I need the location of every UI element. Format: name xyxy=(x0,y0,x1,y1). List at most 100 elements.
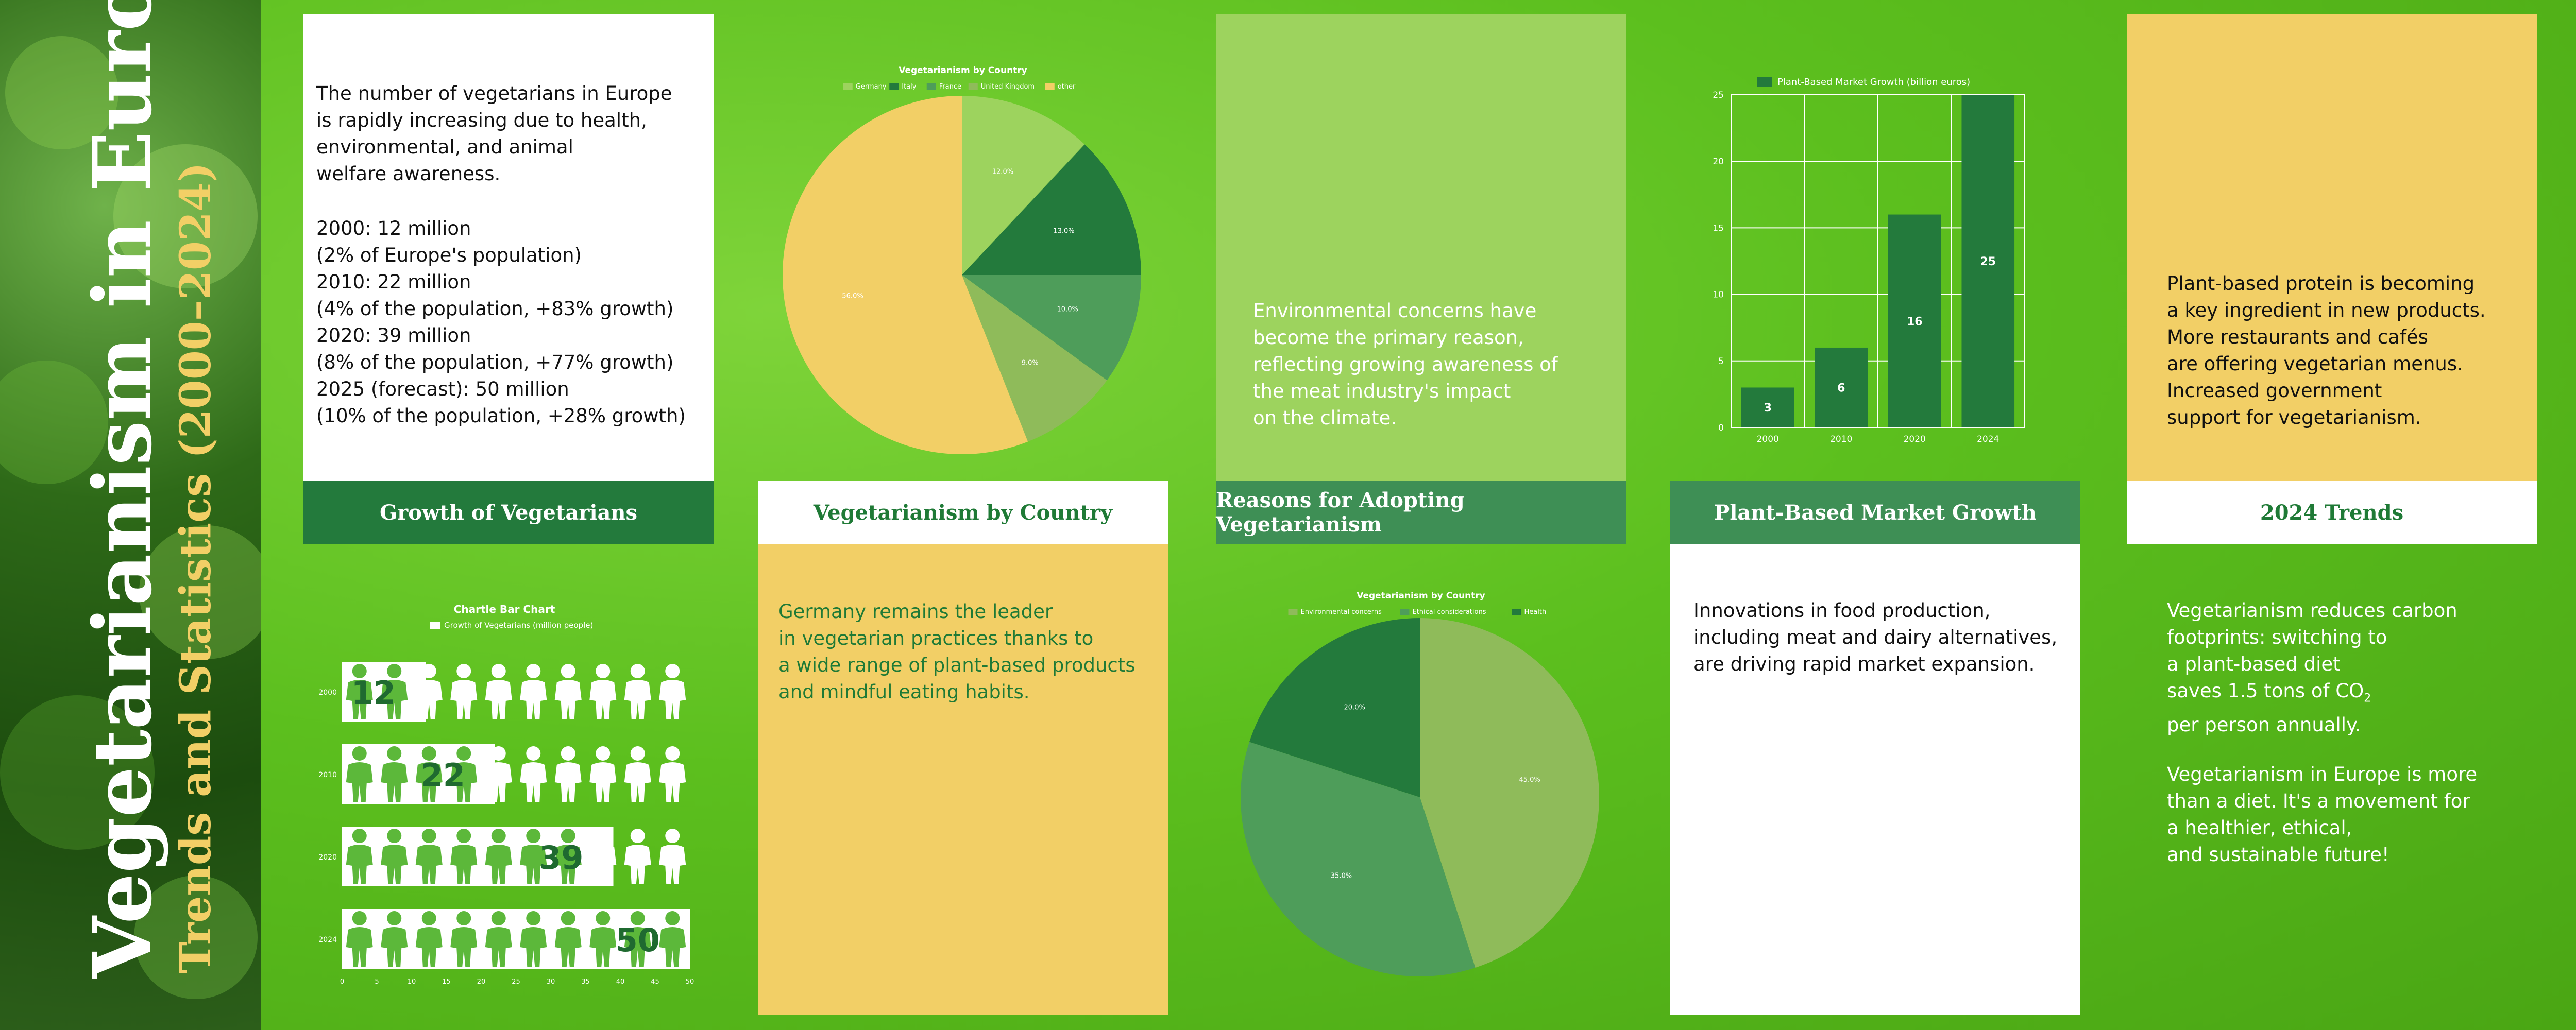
x-tick-label: 0 xyxy=(340,978,344,986)
x-tick-label: 50 xyxy=(686,978,694,986)
reasons-text-panel: Environmental concerns have become the p… xyxy=(1216,14,1626,481)
legend-swatch xyxy=(926,83,936,90)
person-icon xyxy=(589,829,617,884)
person-icon xyxy=(659,911,686,967)
market-bar-chart: Plant-Based Market Growth (billion euros… xyxy=(1713,77,2025,444)
person-icon xyxy=(520,911,547,967)
forest-photo-strip xyxy=(0,0,261,1030)
person-icon xyxy=(346,664,373,719)
person-icon xyxy=(485,829,512,884)
person-icon xyxy=(624,829,651,884)
carbon-subscript: 2 xyxy=(2364,692,2371,705)
legend-swatch xyxy=(1512,609,1521,615)
x-tick-label: 15 xyxy=(442,978,451,986)
pictograph-chart: Chartle Bar Chart Growth of Vegetarians (… xyxy=(318,603,694,986)
bar-value-label: 25 xyxy=(1980,255,1996,268)
pie-slice xyxy=(962,275,1141,381)
person-icon xyxy=(554,911,582,967)
reasons-pie-chart: Vegetarianism by Country Environmental co… xyxy=(1241,591,1599,976)
person-icon xyxy=(554,829,582,884)
bar-value-label: 16 xyxy=(1907,315,1923,328)
x-tick-label: 40 xyxy=(616,978,625,986)
page-title: Vegetarianism in Europe xyxy=(75,0,170,978)
person-icon xyxy=(415,746,443,802)
slice-label: 56.0% xyxy=(842,292,863,300)
legend-label: Germany xyxy=(856,83,887,91)
person-icon xyxy=(520,746,547,802)
pie-title: Vegetarianism by Country xyxy=(899,65,1027,76)
legend-swatch xyxy=(1045,83,1055,90)
reasons-text: Environmental concerns have become the p… xyxy=(1253,300,1558,429)
y-tick-label: 0 xyxy=(1718,423,1724,433)
x-tick-label: 2000 xyxy=(1757,434,1779,444)
legend-swatch xyxy=(968,83,978,90)
y-tick-label: 2000 xyxy=(318,689,337,697)
person-icon xyxy=(589,911,617,967)
pictograph-value-label: 22 xyxy=(421,757,465,794)
country-text: Germany remains the leader in vegetarian… xyxy=(778,600,1136,703)
bar xyxy=(1888,214,1941,427)
legend-label: other xyxy=(1058,83,1076,91)
legend-label: Environmental concerns xyxy=(1301,608,1382,616)
legend-swatch xyxy=(1400,609,1410,615)
person-icon xyxy=(346,911,373,967)
reasons-header: Reasons for Adopting Vegetarianism xyxy=(1216,481,1626,544)
slice-label: 12.0% xyxy=(992,168,1013,176)
x-tick-label: 35 xyxy=(581,978,590,986)
y-tick-label: 10 xyxy=(1713,290,1724,300)
person-icon xyxy=(624,664,651,719)
pictograph-value-label: 39 xyxy=(539,839,583,877)
carbon-text-main: Vegetarianism reduces carbon footprints:… xyxy=(2167,599,2458,702)
carbon-text-end: per person annually. xyxy=(2167,714,2361,736)
y-tick-label: 2020 xyxy=(318,853,337,862)
person-icon xyxy=(554,664,582,719)
pie-slice xyxy=(782,96,1028,454)
market-bar-panel: Plant-Based Market Growth (billion euros… xyxy=(1669,67,2079,448)
person-icon xyxy=(381,664,408,719)
legend-label: Growth of Vegetarians (million people) xyxy=(444,621,593,630)
x-tick-label: 25 xyxy=(512,978,520,986)
reasons-pie-panel: Vegetarianism by Country Environmental co… xyxy=(1216,582,1626,994)
legend-label: France xyxy=(939,83,961,91)
pictograph-value-label: 50 xyxy=(616,921,660,959)
bar-value-label: 3 xyxy=(1764,402,1772,415)
y-tick-label: 5 xyxy=(1718,356,1724,367)
x-tick-label: 10 xyxy=(408,978,416,986)
sidebar-title-block: Vegetarianism in Europe Trends and Stati… xyxy=(75,0,252,978)
person-icon xyxy=(659,664,686,719)
person-icon xyxy=(589,664,617,719)
person-icon xyxy=(415,911,443,967)
pie-slice xyxy=(1420,618,1599,968)
legend-label: United Kingdom xyxy=(981,83,1035,91)
slice-label: 10.0% xyxy=(1057,306,1078,314)
y-tick-label: 2024 xyxy=(318,936,337,944)
trends-header: 2024 Trends xyxy=(2127,481,2537,544)
legend-label: Italy xyxy=(902,83,917,91)
growth-header: Growth of Vegetarians xyxy=(303,481,714,544)
person-icon xyxy=(450,664,478,719)
pie-slice xyxy=(962,144,1141,275)
legend-swatch xyxy=(1288,609,1298,615)
legend-swatch xyxy=(843,83,853,90)
person-icon xyxy=(554,746,582,802)
person-icon xyxy=(485,746,512,802)
person-icon xyxy=(659,829,686,884)
closing-text: Vegetarianism in Europe is more than a d… xyxy=(2167,763,2478,866)
person-icon xyxy=(485,911,512,967)
person-icon xyxy=(346,746,373,802)
legend-label: Ethical considerations xyxy=(1413,608,1486,616)
x-tick-label: 45 xyxy=(651,978,659,986)
y-tick-label: 20 xyxy=(1713,157,1724,167)
carbon-text: Vegetarianism reduces carbon footprints:… xyxy=(2167,597,2528,739)
pie-slice xyxy=(1241,742,1476,976)
market-text-panel: Innovations in food production, includin… xyxy=(1670,544,2080,1015)
slice-label: 45.0% xyxy=(1519,776,1540,784)
x-tick-label: 5 xyxy=(375,978,379,986)
trends-text-panel: Plant-based protein is becoming a key in… xyxy=(2127,14,2537,481)
person-icon xyxy=(624,911,651,967)
legend-label: Health xyxy=(1524,608,1547,616)
page-subtitle: Trends and Statistics (2000–2024) xyxy=(171,162,221,973)
legend-swatch xyxy=(889,83,899,90)
pie-slice xyxy=(962,96,1085,275)
pictograph-panel: Chartle Bar Chart Growth of Vegetarians (… xyxy=(303,597,714,989)
